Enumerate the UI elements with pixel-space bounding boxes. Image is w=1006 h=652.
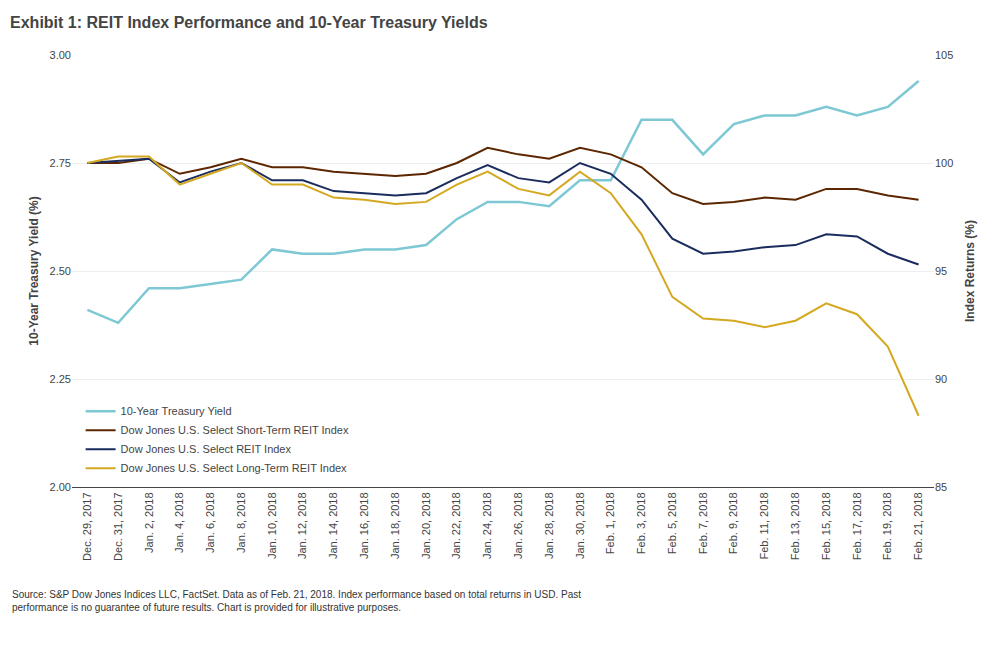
svg-text:90: 90	[935, 373, 947, 385]
svg-text:Feb. 7, 2018: Feb. 7, 2018	[697, 492, 709, 554]
svg-text:Jan. 18, 2018: Jan. 18, 2018	[389, 492, 401, 559]
svg-text:2.75: 2.75	[50, 157, 71, 169]
svg-text:Dow Jones U.S. Select REIT Ind: Dow Jones U.S. Select REIT Index	[121, 443, 292, 455]
svg-text:85: 85	[935, 481, 947, 493]
svg-text:Jan. 2, 2018: Jan. 2, 2018	[143, 492, 155, 553]
svg-text:Feb. 9, 2018: Feb. 9, 2018	[727, 492, 739, 554]
svg-text:Jan. 24, 2018: Jan. 24, 2018	[481, 492, 493, 559]
svg-text:Exhibit 1: REIT Index Performa: Exhibit 1: REIT Index Performance and 10…	[10, 14, 488, 31]
svg-text:Dec. 29, 2017: Dec. 29, 2017	[81, 492, 93, 561]
svg-text:2.50: 2.50	[50, 265, 71, 277]
svg-text:Feb. 17, 2018: Feb. 17, 2018	[851, 492, 863, 560]
svg-text:2.25: 2.25	[50, 373, 71, 385]
svg-text:Feb. 3, 2018: Feb. 3, 2018	[635, 492, 647, 554]
svg-text:Jan. 28, 2018: Jan. 28, 2018	[543, 492, 555, 559]
svg-text:Jan. 22, 2018: Jan. 22, 2018	[450, 492, 462, 559]
svg-text:Jan. 4, 2018: Jan. 4, 2018	[173, 492, 185, 553]
svg-text:Dow Jones U.S. Select Long-Ter: Dow Jones U.S. Select Long-Term REIT Ind…	[121, 462, 348, 474]
svg-text:Feb. 1, 2018: Feb. 1, 2018	[604, 492, 616, 554]
svg-text:Source: S&P Dow Jones Indices: Source: S&P Dow Jones Indices LLC, FactS…	[12, 589, 581, 613]
svg-text:Jan. 30, 2018: Jan. 30, 2018	[574, 492, 586, 559]
svg-text:100: 100	[935, 157, 953, 169]
svg-text:2.00: 2.00	[50, 481, 71, 493]
svg-text:Jan. 14, 2018: Jan. 14, 2018	[327, 492, 339, 559]
svg-text:Feb. 11, 2018: Feb. 11, 2018	[758, 492, 770, 559]
svg-text:Jan. 6, 2018: Jan. 6, 2018	[204, 492, 216, 553]
svg-text:95: 95	[935, 265, 947, 277]
svg-text:Dec. 31, 2017: Dec. 31, 2017	[112, 492, 124, 561]
svg-text:3.00: 3.00	[50, 49, 71, 61]
svg-text:Feb. 13, 2018: Feb. 13, 2018	[789, 492, 801, 560]
svg-text:10-Year Treasury Yield (%): 10-Year Treasury Yield (%)	[27, 196, 41, 345]
svg-text:Index Returns (%): Index Returns (%)	[963, 220, 977, 322]
svg-text:Feb. 15, 2018: Feb. 15, 2018	[820, 492, 832, 560]
svg-text:Feb. 5, 2018: Feb. 5, 2018	[666, 492, 678, 554]
svg-text:105: 105	[935, 49, 953, 61]
svg-text:Jan. 20, 2018: Jan. 20, 2018	[420, 492, 432, 559]
svg-text:Jan. 10, 2018: Jan. 10, 2018	[266, 492, 278, 559]
svg-text:Feb. 19, 2018: Feb. 19, 2018	[881, 492, 893, 560]
svg-text:Jan. 26, 2018: Jan. 26, 2018	[512, 492, 524, 559]
svg-text:Jan. 16, 2018: Jan. 16, 2018	[358, 492, 370, 559]
svg-text:Dow Jones U.S. Select Short-Te: Dow Jones U.S. Select Short-Term REIT In…	[121, 424, 349, 436]
svg-text:Feb. 21, 2018: Feb. 21, 2018	[912, 492, 924, 560]
svg-text:Jan. 12, 2018: Jan. 12, 2018	[296, 492, 308, 559]
svg-text:Jan. 8, 2018: Jan. 8, 2018	[235, 492, 247, 553]
svg-text:10-Year Treasury Yield: 10-Year Treasury Yield	[121, 405, 232, 417]
